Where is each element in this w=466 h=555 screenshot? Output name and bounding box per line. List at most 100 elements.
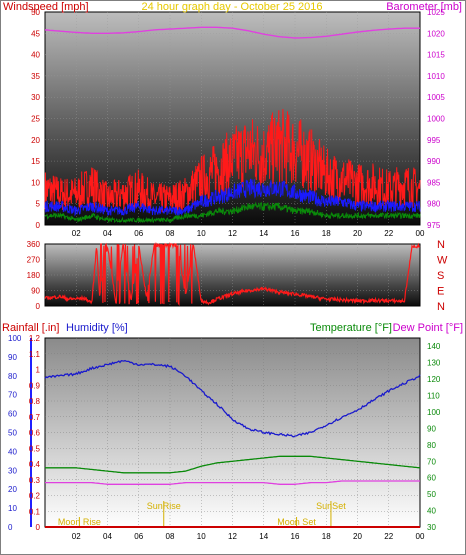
barometer-tick-label: 980 [427, 200, 441, 209]
humidity-tick-label: 50 [8, 429, 17, 438]
rainfall-axis-title: Rainfall [.in] [2, 322, 59, 334]
compass-label: N [437, 239, 445, 251]
direction-tick-label: 0 [36, 302, 41, 311]
windspeed-tick-label: 50 [31, 8, 40, 17]
compass-label: N [437, 301, 445, 313]
time-tick-label: 16 [291, 532, 300, 541]
rainfall-tick-label: 0.4 [29, 460, 41, 469]
rainfall-tick-label: 1.1 [29, 350, 41, 359]
direction-axis-ticks: 0 90 180 270 360 [27, 240, 41, 311]
humidity-tick-label: 90 [8, 353, 17, 362]
temperature-axis-title: Temperature [°F] [310, 322, 392, 334]
barometer-tick-label: 990 [427, 157, 441, 166]
panel3-time-axis-ticks: 02 04 06 08 10 12 14 16 18 20 22 00 [72, 532, 425, 541]
windspeed-tick-label: 30 [31, 93, 40, 102]
time-tick-label: 04 [103, 229, 112, 238]
time-tick-label: 12 [228, 532, 237, 541]
rainfall-tick-label: 0.1 [29, 507, 41, 516]
humidity-tick-label: 20 [8, 485, 17, 494]
time-tick-label: 14 [259, 532, 268, 541]
humidity-tick-label: 40 [8, 447, 17, 456]
temperature-tick-label: 130 [427, 359, 441, 368]
temperature-tick-label: 50 [427, 490, 436, 499]
time-tick-label: 10 [197, 532, 206, 541]
direction-tick-label: 270 [27, 256, 41, 265]
barometer-tick-label: 975 [427, 221, 441, 230]
temperature-tick-label: 100 [427, 408, 441, 417]
panel3-gridlines [45, 338, 420, 527]
rainfall-tick-label: 1.2 [29, 334, 41, 343]
humidity-tick-label: 30 [8, 466, 17, 475]
annotation-label: Moon Rise [58, 517, 101, 527]
annotation-label: Moon Set [277, 517, 316, 527]
time-tick-label: 00 [416, 532, 425, 541]
time-tick-label: 20 [353, 229, 362, 238]
barometer-tick-label: 1015 [427, 51, 445, 60]
series-line-wind-direction [44, 242, 421, 306]
time-tick-label: 18 [322, 532, 331, 541]
time-tick-label: 06 [134, 229, 143, 238]
windspeed-axis-title: Windspeed [mph] [3, 1, 89, 13]
panel1-series [44, 26, 421, 224]
time-tick-label: 04 [103, 532, 112, 541]
humidity-axis-ticks: 0 10 20 30 40 50 60 70 80 90 100 [8, 334, 22, 532]
rainfall-axis-ticks: 0 0.1 0.2 0.3 0.4 0.5 0.6 0.7 0.8 0.9 1 1.1 1.2 [29, 334, 41, 532]
compass-label: S [437, 270, 444, 282]
windspeed-tick-label: 25 [31, 115, 40, 124]
time-tick-label: 22 [384, 229, 393, 238]
humidity-tick-label: 60 [8, 410, 17, 419]
series-line-dew-point [45, 480, 420, 485]
barometer-tick-label: 1025 [427, 8, 445, 17]
humidity-tick-label: 70 [8, 391, 17, 400]
direction-tick-label: 360 [27, 240, 41, 249]
series-line-temperature [45, 455, 421, 474]
windspeed-tick-label: 40 [31, 51, 40, 60]
time-tick-label: 00 [416, 229, 425, 238]
barometer-tick-label: 1010 [427, 72, 445, 81]
humidity-tick-label: 80 [8, 372, 17, 381]
temperature-tick-label: 30 [427, 523, 436, 532]
time-tick-label: 08 [166, 532, 175, 541]
windspeed-tick-label: 0 [36, 221, 41, 230]
temperature-tick-label: 90 [427, 424, 436, 433]
rainfall-tick-label: 0.3 [29, 476, 41, 485]
direction-tick-label: 180 [27, 271, 41, 280]
time-tick-label: 22 [384, 532, 393, 541]
windspeed-tick-label: 45 [31, 29, 40, 38]
annotation-label: SunRise [147, 501, 181, 511]
time-tick-label: 16 [291, 229, 300, 238]
rainfall-tick-label: 1 [36, 366, 41, 375]
time-tick-label: 02 [72, 532, 81, 541]
series-line-wind-low [44, 201, 421, 224]
temperature-tick-label: 60 [427, 474, 436, 483]
rainfall-tick-label: 0.8 [29, 397, 41, 406]
temperature-tick-label: 140 [427, 342, 441, 351]
windspeed-tick-label: 10 [31, 178, 40, 187]
time-tick-label: 06 [134, 532, 143, 541]
chart-title: 24 hour graph day - October 25 2016 [141, 1, 322, 13]
barometer-axis-ticks: 975 980 985 990 995 1000 1005 1010 1015 1020 1025 [427, 8, 445, 230]
time-tick-label: 10 [197, 229, 206, 238]
barometer-tick-label: 995 [427, 136, 441, 145]
barometer-tick-label: 1020 [427, 29, 445, 38]
temperature-tick-label: 40 [427, 507, 436, 516]
windspeed-tick-label: 15 [31, 157, 40, 166]
windspeed-tick-label: 5 [36, 200, 41, 209]
panel3-series [44, 359, 421, 528]
time-tick-label: 08 [166, 229, 175, 238]
rainfall-tick-label: 0.2 [29, 492, 41, 501]
compass-label: E [437, 286, 444, 298]
rainfall-tick-label: 0 [36, 523, 41, 532]
rainfall-tick-label: 0.6 [29, 429, 41, 438]
rainfall-tick-label: 0.5 [29, 444, 41, 453]
windspeed-tick-label: 35 [31, 72, 40, 81]
windspeed-tick-label: 20 [31, 136, 40, 145]
panel2-series [44, 242, 421, 306]
windspeed-axis-ticks: 0 5 10 15 20 25 30 35 40 45 50 [31, 8, 40, 230]
